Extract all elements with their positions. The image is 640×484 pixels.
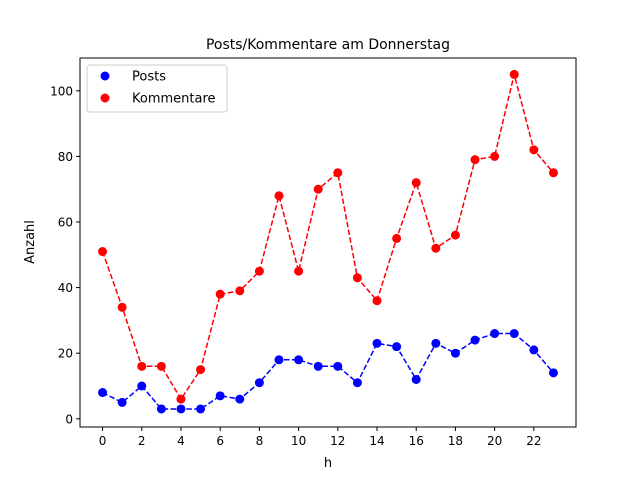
data-point <box>352 378 362 388</box>
data-point <box>254 378 264 388</box>
data-point <box>215 391 225 401</box>
data-point <box>411 374 421 384</box>
data-point <box>529 145 539 155</box>
data-point <box>313 184 323 194</box>
x-tick-label: 10 <box>291 434 306 448</box>
x-tick-label: 18 <box>448 434 463 448</box>
x-axis-label: h <box>324 456 332 471</box>
data-point <box>176 394 186 404</box>
data-point <box>450 230 460 240</box>
data-point <box>509 329 519 339</box>
data-point <box>411 178 421 188</box>
data-point <box>117 302 127 312</box>
data-point <box>274 355 284 365</box>
data-point <box>431 243 441 253</box>
data-point <box>529 345 539 355</box>
data-point <box>137 361 147 371</box>
series-posts <box>98 329 558 414</box>
y-tick-label: 40 <box>58 281 73 295</box>
data-point <box>470 335 480 345</box>
series-line <box>101 74 555 401</box>
data-point <box>392 342 402 352</box>
legend-box <box>86 64 228 113</box>
data-point <box>548 368 558 378</box>
legend-marker <box>100 93 110 103</box>
data-point <box>352 273 362 283</box>
data-point <box>372 296 382 306</box>
y-tick-label: 100 <box>50 84 73 98</box>
data-point <box>215 289 225 299</box>
data-point <box>313 361 323 371</box>
data-point <box>490 329 500 339</box>
data-point <box>98 388 108 398</box>
data-point <box>372 338 382 348</box>
y-tick-label: 20 <box>58 347 73 361</box>
y-tick-label: 0 <box>65 412 73 426</box>
x-tick-label: 22 <box>526 434 541 448</box>
data-point <box>176 404 186 414</box>
x-tick-label: 14 <box>369 434 384 448</box>
plot-frame <box>79 57 577 428</box>
data-point <box>333 168 343 178</box>
x-tick-label: 8 <box>256 434 264 448</box>
data-point <box>470 155 480 165</box>
x-tick-label: 12 <box>330 434 345 448</box>
x-tick-label: 16 <box>409 434 424 448</box>
data-point <box>431 338 441 348</box>
legend-label: Posts <box>132 70 166 85</box>
x-tick-label: 6 <box>216 434 224 448</box>
x-tick-label: 0 <box>99 434 107 448</box>
data-point <box>509 69 519 79</box>
data-point <box>196 365 206 375</box>
y-tick-label: 80 <box>58 150 73 164</box>
y-tick-label: 60 <box>58 216 73 230</box>
data-point <box>196 404 206 414</box>
data-point <box>294 266 304 276</box>
data-point <box>450 348 460 358</box>
data-point <box>490 151 500 161</box>
data-point <box>117 397 127 407</box>
data-point <box>548 168 558 178</box>
data-point <box>254 266 264 276</box>
legend-label: Kommentare <box>132 92 216 107</box>
legend: Posts Kommentare <box>86 64 228 113</box>
legend-marker <box>100 71 110 81</box>
y-axis-label: Anzahl <box>23 220 38 264</box>
x-tick-label: 4 <box>177 434 185 448</box>
data-point <box>333 361 343 371</box>
data-point <box>294 355 304 365</box>
x-tick-label: 2 <box>138 434 146 448</box>
series-line <box>102 332 555 410</box>
chart-title: Posts/Kommentare am Donnerstag <box>206 37 450 53</box>
series-kommentare <box>98 69 558 404</box>
data-point <box>235 286 245 296</box>
data-point <box>98 247 108 257</box>
x-tick-label: 20 <box>487 434 502 448</box>
data-point <box>156 404 166 414</box>
data-point <box>392 233 402 243</box>
data-point <box>137 381 147 391</box>
plot-area: 0 2 4 6 8 10 12 14 16 18 20 22 0 20 40 60 80 100 <box>50 57 577 448</box>
data-point <box>274 191 284 201</box>
data-point <box>235 394 245 404</box>
data-point <box>156 361 166 371</box>
